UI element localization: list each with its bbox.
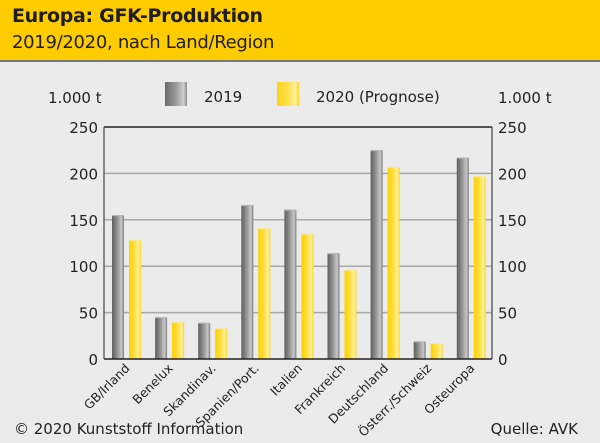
y-tick-label-left: 50 xyxy=(79,305,98,323)
y-tick-label-right: 250 xyxy=(498,119,527,137)
y-tick-label-right: 50 xyxy=(498,305,517,323)
legend-label-2019: 2019 xyxy=(204,88,243,106)
bar-2020 xyxy=(387,166,400,359)
chart-subtitle: 2019/2020, nach Land/Region xyxy=(12,32,275,53)
bar-2019 xyxy=(370,150,383,359)
header-banner: Europa: GFK-Produktion 2019/2020, nach L… xyxy=(0,0,600,62)
y-tick-label-left: 100 xyxy=(69,258,98,276)
bar-2019 xyxy=(112,215,124,359)
left-axis-unit: 1.000 t xyxy=(48,89,102,107)
bar-2020 xyxy=(258,228,271,359)
source-note: Quelle: AVK xyxy=(490,420,578,438)
y-tick-label-left: 0 xyxy=(88,351,98,369)
bar-2019 xyxy=(327,253,340,359)
y-tick-label-right: 100 xyxy=(498,258,527,276)
bar-2020 xyxy=(344,269,357,359)
y-tick-label-right: 200 xyxy=(498,165,527,183)
y-tick-label-left: 200 xyxy=(69,165,98,183)
bar-2020 xyxy=(129,240,141,359)
bar-2019 xyxy=(241,204,254,359)
copyright-note: © 2020 Kunststoff Information xyxy=(14,420,244,438)
chart-title: Europa: GFK-Produktion xyxy=(12,5,263,27)
legend-label-2020: 2020 (Prognose) xyxy=(316,88,440,106)
bar-2020 xyxy=(301,233,314,359)
legend-swatch-2019 xyxy=(165,82,187,106)
bar-2020 xyxy=(172,321,185,359)
bar-2020 xyxy=(430,343,443,359)
bar-2019 xyxy=(284,209,297,359)
y-tick-label-left: 150 xyxy=(69,212,98,230)
y-tick-label-right: 150 xyxy=(498,212,527,230)
bar-2019 xyxy=(198,322,211,359)
bar-2019 xyxy=(155,317,168,359)
y-tick-label-left: 250 xyxy=(69,119,98,137)
right-axis-unit: 1.000 t xyxy=(498,89,552,107)
bar-2019 xyxy=(413,341,426,359)
x-category-label: Italien xyxy=(267,361,305,399)
bar-2020 xyxy=(215,328,228,359)
legend-swatch-2020 xyxy=(277,82,299,106)
y-tick-label-right: 0 xyxy=(498,351,508,369)
bar-2020 xyxy=(473,176,486,359)
x-category-label: Österr./Schweiz xyxy=(355,359,435,439)
bar-2019 xyxy=(456,157,469,359)
